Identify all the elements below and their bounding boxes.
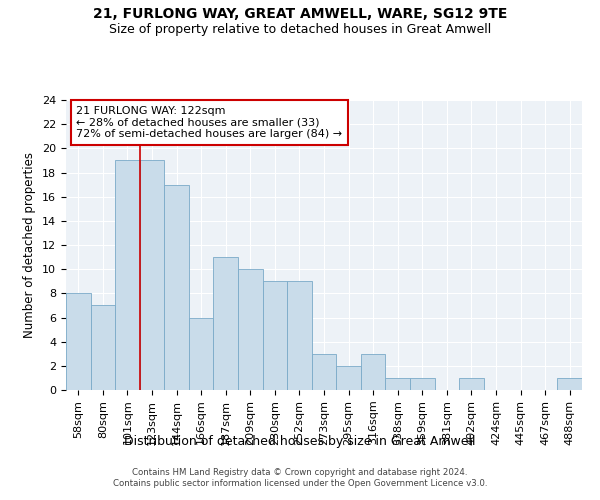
Bar [312,354,336,390]
Bar [336,366,361,390]
Bar [410,378,434,390]
Text: 21 FURLONG WAY: 122sqm
← 28% of detached houses are smaller (33)
72% of semi-det: 21 FURLONG WAY: 122sqm ← 28% of detached… [76,106,343,139]
Bar [189,318,214,390]
Bar [164,184,189,390]
Bar [459,378,484,390]
Bar [361,354,385,390]
Bar [214,257,238,390]
Bar [140,160,164,390]
Bar [557,378,582,390]
Text: Contains HM Land Registry data © Crown copyright and database right 2024.
Contai: Contains HM Land Registry data © Crown c… [113,468,487,487]
Bar [115,160,140,390]
Text: 21, FURLONG WAY, GREAT AMWELL, WARE, SG12 9TE: 21, FURLONG WAY, GREAT AMWELL, WARE, SG1… [93,8,507,22]
Text: Size of property relative to detached houses in Great Amwell: Size of property relative to detached ho… [109,22,491,36]
Bar [91,306,115,390]
Bar [238,269,263,390]
Bar [263,281,287,390]
Bar [66,294,91,390]
Bar [287,281,312,390]
Bar [385,378,410,390]
Text: Distribution of detached houses by size in Great Amwell: Distribution of detached houses by size … [124,435,476,448]
Y-axis label: Number of detached properties: Number of detached properties [23,152,37,338]
